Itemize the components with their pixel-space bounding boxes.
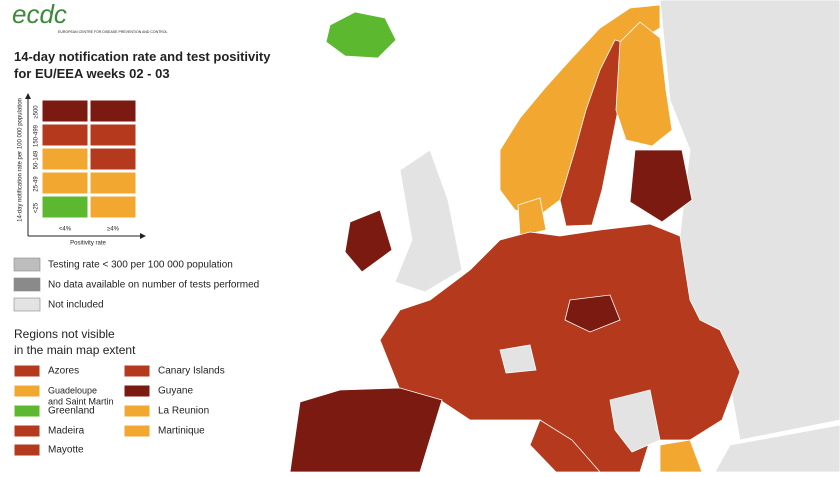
region-label: Greenland xyxy=(48,406,95,417)
region-swatch xyxy=(123,384,151,398)
x-axis-arrow xyxy=(140,233,146,239)
czechia xyxy=(564,294,621,333)
x-tick-label: ≥4% xyxy=(107,227,120,233)
iberia xyxy=(289,387,443,473)
regions-title: in the main map extent xyxy=(14,343,136,357)
region-label: Azores xyxy=(48,366,79,377)
regions-title: Regions not visible xyxy=(14,327,115,341)
region-label: Guadeloupe xyxy=(48,385,97,395)
switzerland xyxy=(499,344,537,374)
matrix-cell xyxy=(41,147,89,171)
region-label: La Reunion xyxy=(158,406,209,417)
title-line: for EU/EEA weeks 02 - 03 xyxy=(14,66,170,81)
greece xyxy=(659,439,703,473)
y-axis-label: 14-day notification rate per 100 000 pop… xyxy=(18,98,24,222)
matrix-cell xyxy=(89,195,137,219)
x-tick-label: <4% xyxy=(59,227,72,233)
region-label: Guyane xyxy=(158,386,193,397)
legend-swatch xyxy=(13,297,41,312)
y-tick-label: 25-49 xyxy=(34,176,40,192)
iceland xyxy=(325,11,397,59)
region-swatch xyxy=(13,404,41,418)
matrix-cell xyxy=(89,147,137,171)
matrix-cell xyxy=(41,171,89,195)
turkey xyxy=(714,424,840,473)
logo: ecdc xyxy=(12,0,67,29)
title: 14-day notification rate and test positi… xyxy=(14,49,271,81)
legend-swatch xyxy=(13,277,41,292)
matrix-cell xyxy=(41,123,89,147)
region-swatch xyxy=(123,424,151,438)
region-label: Madeira xyxy=(48,426,85,437)
uk xyxy=(394,149,463,293)
matrix-cell xyxy=(89,99,137,123)
matrix-cell xyxy=(89,171,137,195)
y-tick-label: ≥500 xyxy=(34,105,40,119)
legend-label: Not included xyxy=(48,300,104,311)
y-tick-label: 150-499 xyxy=(34,124,40,147)
region-label: Martinique xyxy=(158,426,205,437)
region-swatch xyxy=(13,443,41,457)
legend-label: Testing rate < 300 per 100 000 populatio… xyxy=(48,260,233,271)
region-label: Canary Islands xyxy=(158,366,225,377)
region-swatch xyxy=(13,424,41,438)
region-swatch xyxy=(123,404,151,418)
balkans xyxy=(609,389,661,453)
matrix-cell xyxy=(41,195,89,219)
legend-swatch xyxy=(13,257,41,272)
map xyxy=(289,0,840,473)
region-swatch xyxy=(13,384,41,398)
ireland xyxy=(344,209,393,273)
baltics xyxy=(629,149,693,223)
region-label: and Saint Martin xyxy=(48,396,114,406)
x-axis-label: Positivity rate xyxy=(70,241,106,247)
region-label: Mayotte xyxy=(48,445,84,456)
region-swatch xyxy=(123,364,151,378)
logo-subtitle: EUROPEAN CENTRE FOR DISEASE PREVENTION A… xyxy=(58,30,168,34)
denmark xyxy=(517,197,547,237)
region-swatch xyxy=(13,364,41,378)
finland xyxy=(615,21,673,147)
title-line: 14-day notification rate and test positi… xyxy=(14,49,271,64)
matrix-cell xyxy=(89,123,137,147)
matrix-cell xyxy=(41,99,89,123)
y-tick-label: 50-149 xyxy=(34,150,40,169)
legend-label: No data available on number of tests per… xyxy=(48,280,259,291)
y-tick-label: <25 xyxy=(34,202,40,213)
y-axis-arrow xyxy=(25,93,31,99)
